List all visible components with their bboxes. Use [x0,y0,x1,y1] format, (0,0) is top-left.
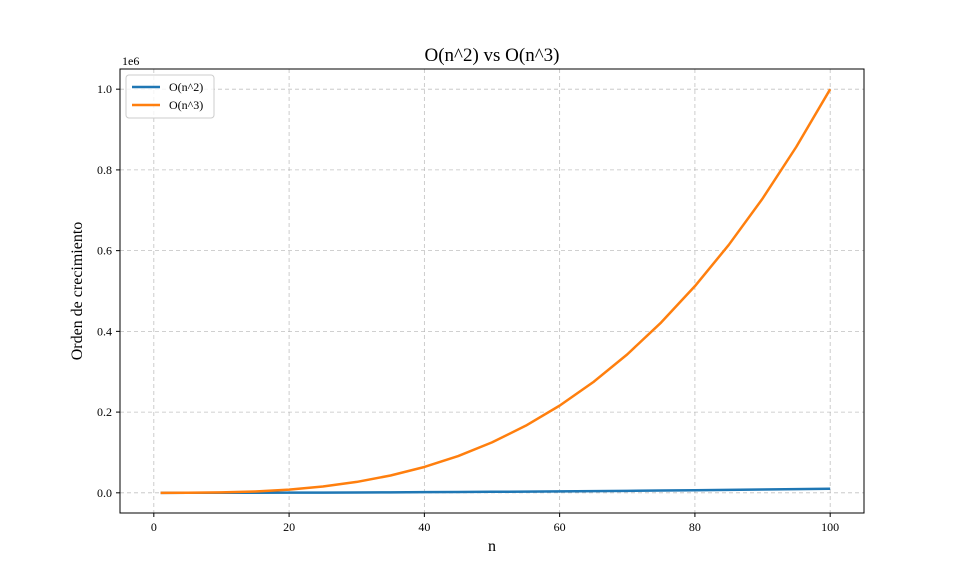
axes-frame [119,68,865,514]
y-axis-label: Orden de crecimiento [69,222,86,361]
series-line-1 [160,487,831,495]
x-tick-label: 100 [821,520,839,534]
y-tick-label: 0.8 [97,163,112,177]
x-tick-label: 80 [689,520,701,534]
x-tick-label: 0 [151,520,157,534]
series-line-2 [160,88,832,495]
x-tick-label: 40 [418,520,430,534]
series-lines [160,88,832,495]
chart-title: O(n^2) vs O(n^3) [425,45,560,66]
y-tick-label: 0.6 [97,244,112,258]
x-tick-label: 20 [283,520,295,534]
legend-label-series-1: O(n^2) [169,80,203,94]
grid [120,69,864,513]
y-tick-label: 0.0 [97,486,112,500]
x-tick-label: 60 [554,520,566,534]
legend-label-series-2: O(n^3) [169,98,203,112]
x-axis-label: n [488,538,496,555]
y-tick-label: 1.0 [97,82,112,96]
axis-ticks: 0 20 40 60 80 100 0.0 0.2 0.4 0.6 0.8 1.0 [97,82,839,534]
y-offset-text: 1e6 [122,54,139,68]
y-tick-label: 0.4 [97,324,112,338]
y-tick-label: 0.2 [97,405,112,419]
legend: O(n^2) O(n^3) [125,74,215,119]
